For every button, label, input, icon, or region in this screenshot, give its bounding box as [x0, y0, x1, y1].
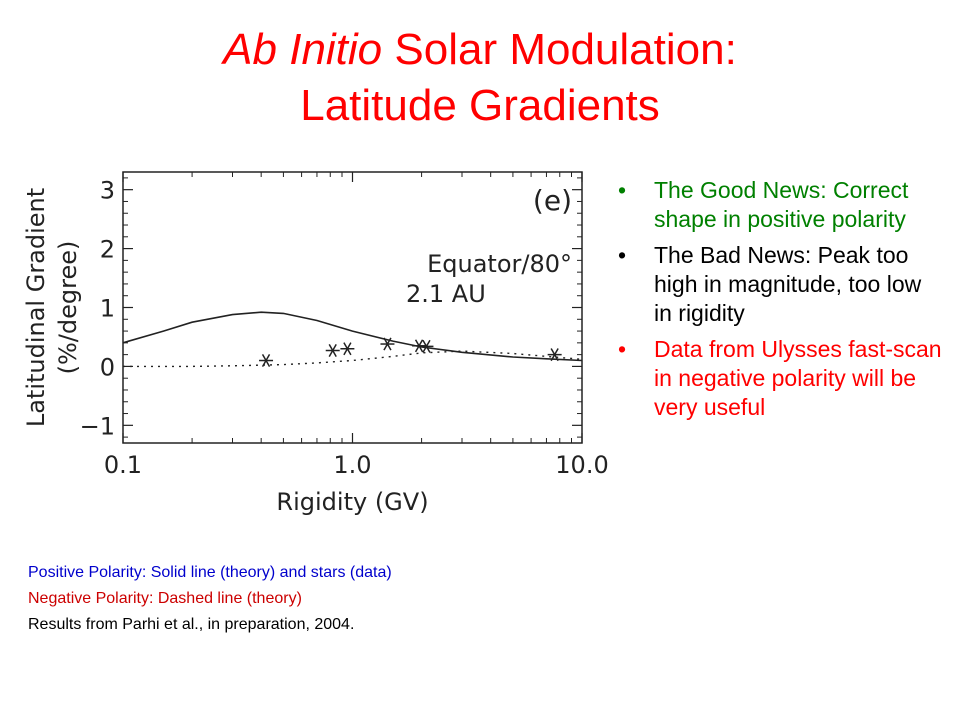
- caption-positive-polarity: Positive Polarity: Solid line (theory) a…: [28, 564, 392, 581]
- y-axis-label-units: (%/degree): [54, 241, 82, 375]
- bullet-ulysses-data: • Data from Ulysses fast-scan in negative…: [612, 335, 942, 422]
- title-italic: Ab Initio: [223, 25, 383, 74]
- bullet-bad-news: • The Bad News: Peak too high in magnitud…: [612, 241, 942, 328]
- star-stroke: [261, 354, 271, 367]
- star-stroke: [383, 337, 392, 351]
- bullet-text: The Good News: Correct shape in positive…: [654, 177, 909, 232]
- title-line-1: Ab Initio Solar Modulation:: [0, 22, 960, 78]
- title-rest: Solar Modulation:: [382, 25, 737, 74]
- bullet-good-news: • The Good News: Correct shape in positiv…: [612, 176, 942, 234]
- latitude-gradient-chart: −1 0 1 2 3 0.1 1.0 10.0 (e) Equator/80°2.1 AU Rigi…: [22, 171, 609, 516]
- caption-negative-polarity: Negative Polarity: Dashed line (theory): [28, 590, 302, 607]
- bullet-dot: •: [618, 177, 627, 203]
- x-axis-label: Rigidity (GV): [276, 488, 428, 516]
- slide-title: Ab Initio Solar Modulation: Latitude Gra…: [0, 22, 960, 134]
- star-stroke: [550, 348, 559, 362]
- y-tick-label: −1: [80, 412, 115, 440]
- x-tick-label: 0.1: [104, 451, 142, 479]
- bullet-dot: •: [618, 336, 627, 362]
- theory-dashed-line: [123, 350, 583, 368]
- data-star-marker: [547, 348, 562, 362]
- y-tick-label: 0: [100, 353, 115, 381]
- annotation-line: Equator/80°: [427, 250, 572, 278]
- bullet-dot: •: [618, 242, 627, 268]
- star-stroke: [414, 339, 424, 353]
- data-star-marker: [419, 339, 434, 353]
- star-stroke: [328, 344, 337, 357]
- star-stroke: [422, 339, 431, 353]
- data-star-marker: [325, 344, 340, 357]
- y-tick-label: 1: [100, 295, 115, 323]
- bullet-list: • The Good News: Correct shape in positiv…: [612, 176, 942, 429]
- x-tick-label: 1.0: [333, 451, 371, 479]
- data-star-marker: [380, 337, 395, 351]
- data-star-marker: [259, 354, 274, 367]
- plot-frame: [122, 171, 583, 444]
- bullet-text: The Bad News: Peak too high in magnitude…: [654, 242, 922, 326]
- y-axis-label: Latitudinal Gradient: [22, 188, 50, 427]
- x-tick-label: 10.0: [555, 451, 608, 479]
- caption-reference: Results from Parhi et al., in preparatio…: [28, 616, 355, 633]
- annotation-line: 2.1 AU: [406, 280, 486, 308]
- y-tick-label: 3: [100, 177, 115, 205]
- panel-label: (e): [533, 184, 572, 217]
- chart-area: −1 0 1 2 3 0.1 1.0 10.0 (e) Equator/80° 2.1 AU Rigi…: [0, 150, 620, 530]
- bullet-text: Data from Ulysses fast-scan in negative …: [654, 336, 942, 420]
- star-stroke: [343, 342, 352, 356]
- title-line-2: Latitude Gradients: [300, 81, 660, 130]
- theory-solid-line: [122, 311, 583, 362]
- caption-block: Positive Polarity: Solid line (theory) a…: [28, 560, 608, 638]
- data-star-marker: [340, 342, 355, 356]
- y-tick-label: 2: [100, 236, 115, 264]
